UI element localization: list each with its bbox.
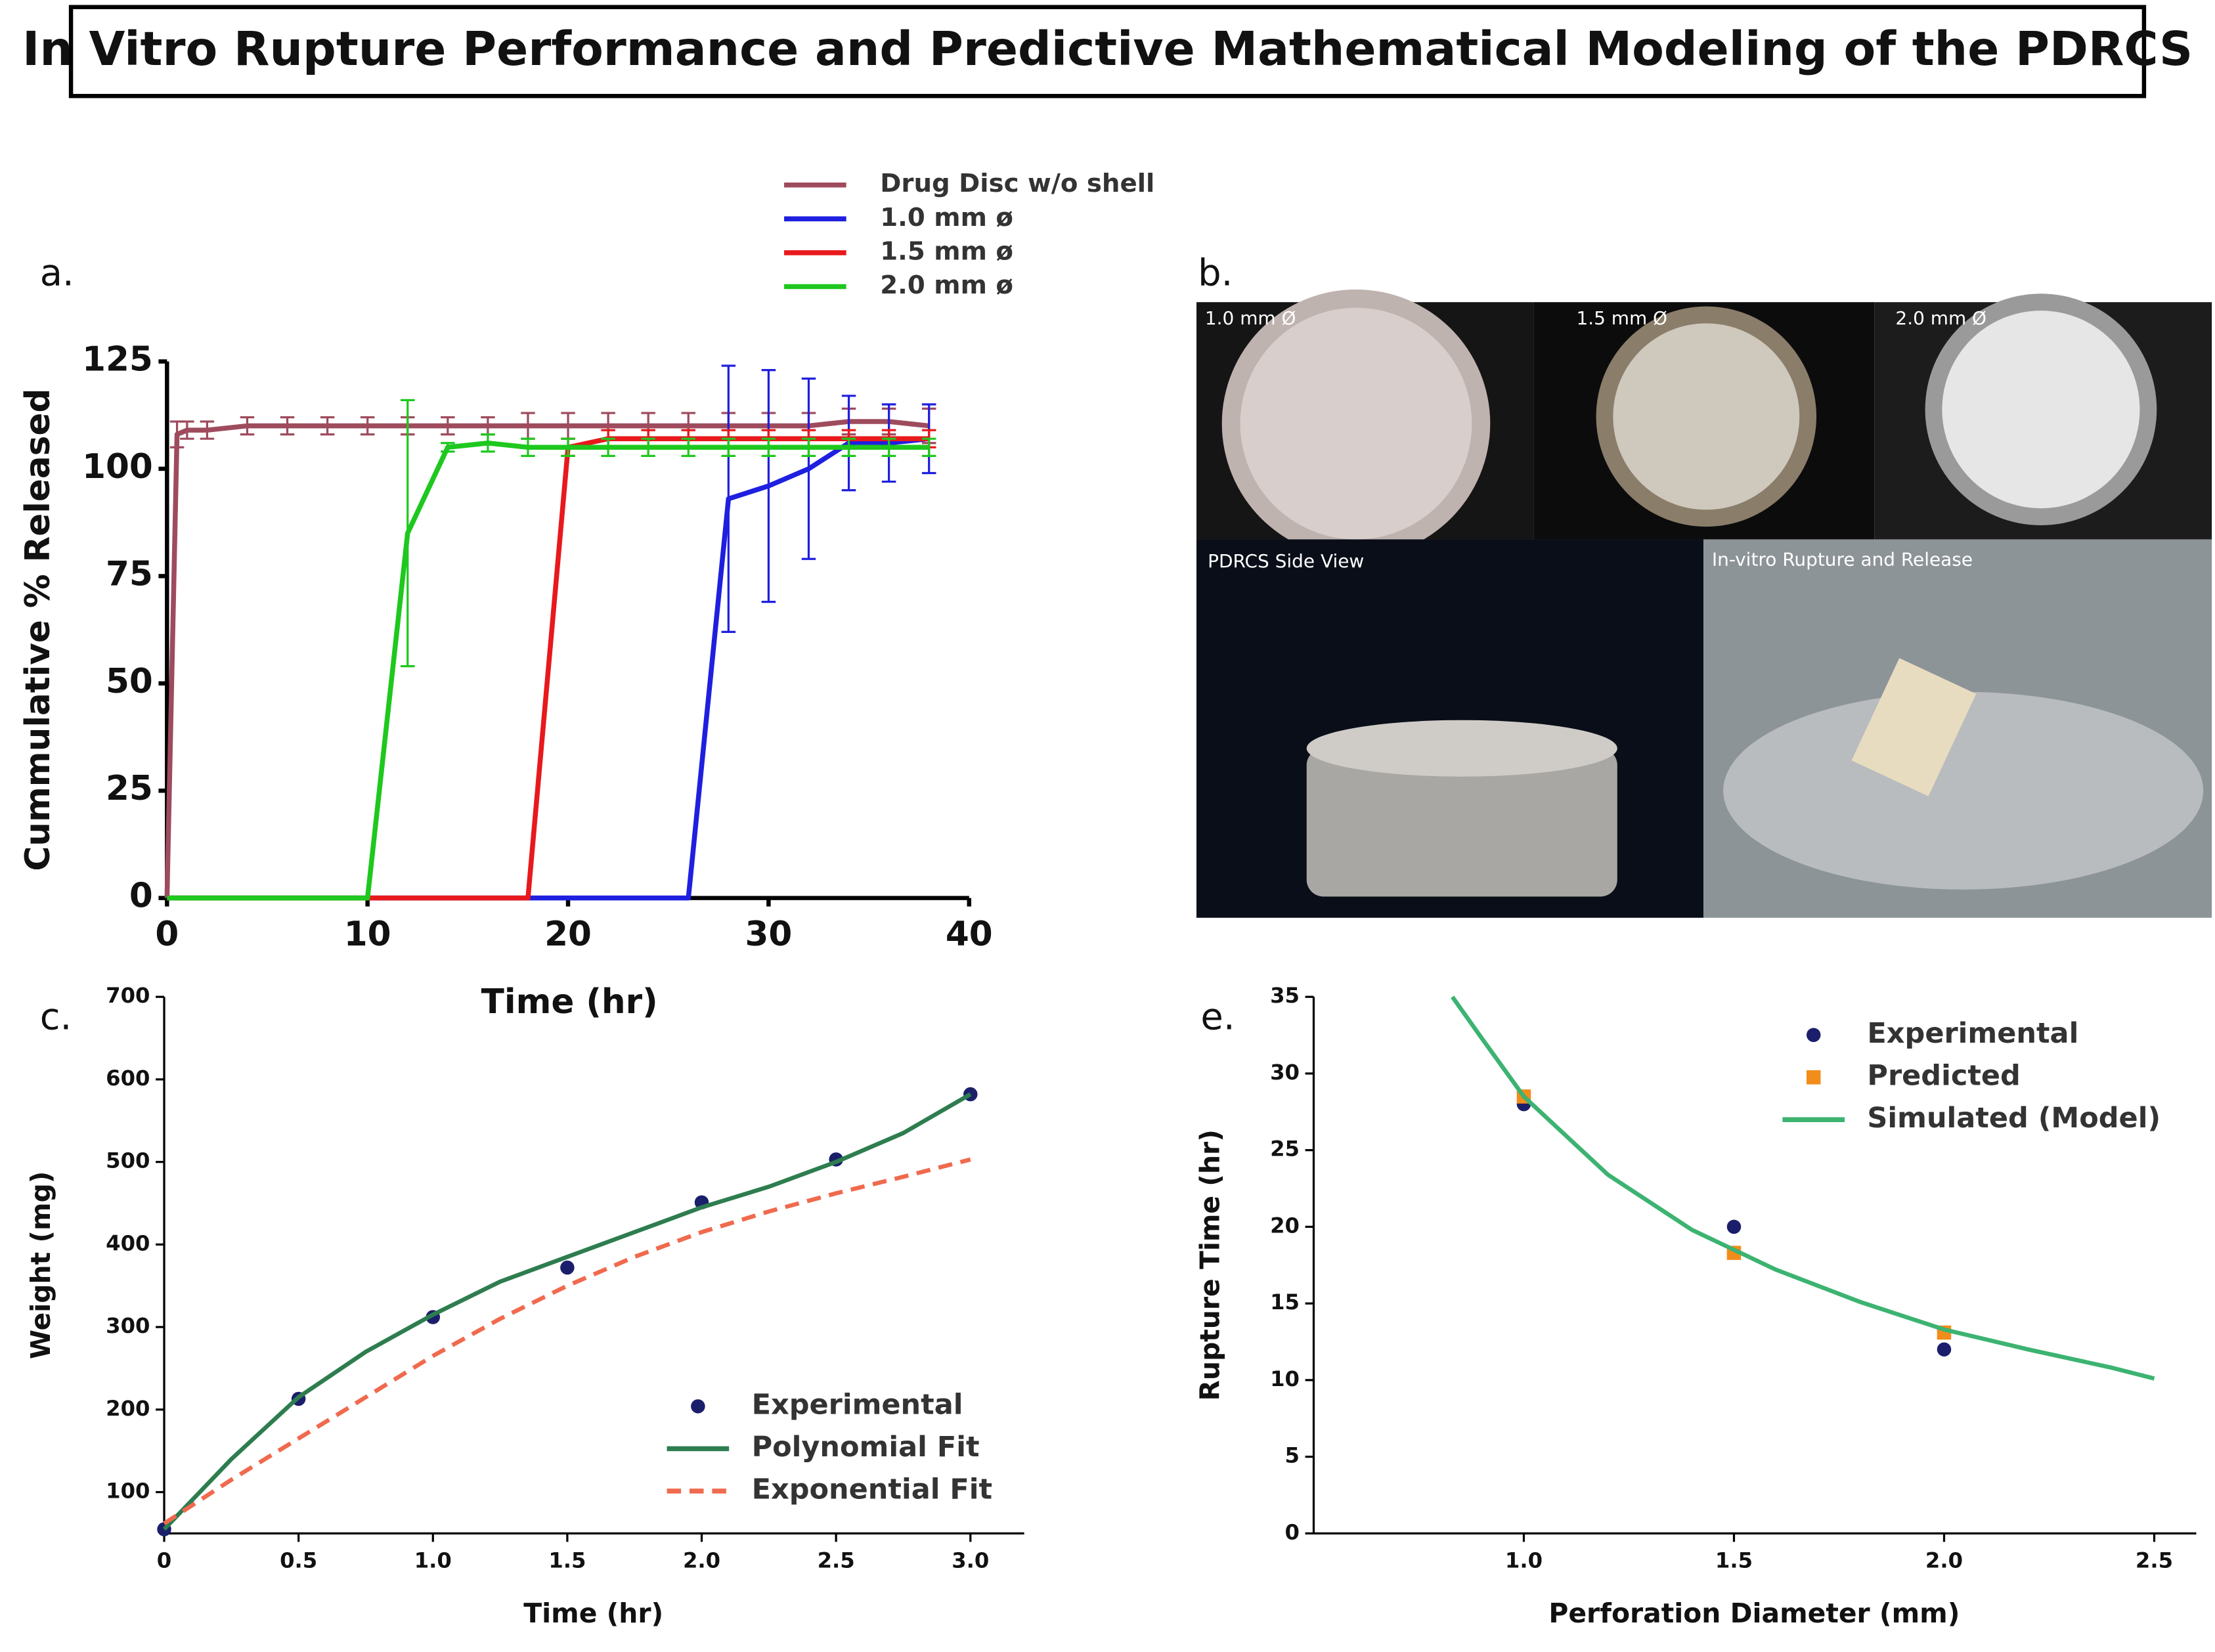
y-tick-label: 500 [106,1148,150,1173]
x-tick-label: 1.0 [1505,1548,1543,1573]
legend-label: Drug Disc w/o shell [880,169,1154,198]
y-axis-label: Weight (mg) [25,1171,56,1359]
y-tick-label: 5 [1285,1443,1300,1468]
photo-dish [1240,307,1472,540]
y-tick-label: 0 [129,877,153,916]
x-tick-label: 1.5 [548,1548,586,1573]
x-tick-label: 30 [745,915,792,954]
legend-label: Experimental [752,1388,963,1421]
photo-object [1723,691,2204,890]
panel-label: c. [40,996,72,1039]
x-tick-label: 3.0 [952,1548,989,1573]
y-tick-label: 125 [82,340,153,380]
y-tick-label: 15 [1270,1290,1300,1315]
legend-label: 1.5 mm ø [880,236,1013,266]
marker [1726,1219,1742,1234]
y-tick-label: 25 [1270,1137,1300,1162]
legend-label: Experimental [1867,1017,2078,1050]
x-tick-label: 40 [946,915,993,954]
y-tick-label: 100 [106,1479,150,1504]
marker [1937,1342,1952,1357]
legend-label: Simulated (Model) [1867,1102,2160,1135]
x-tick-label: 2.0 [1925,1548,1963,1573]
photo-panel: b. 1.0 mm Ø 1.5 mm Ø 2.0 mm Ø PDRCS Side… [1196,251,2212,918]
legend-label: 2.0 mm ø [880,271,1013,300]
legend-label: Polynomial Fit [752,1431,980,1464]
x-axis-label: Perforation Diameter (mm) [1548,1598,1960,1629]
panel-label: b. [1198,251,1233,294]
y-tick-label: 10 [1270,1366,1300,1391]
photo-dish [1613,323,1800,510]
photo-object [1851,658,1977,796]
y-tick-label: 20 [1270,1213,1300,1238]
x-tick-label: 20 [544,915,592,954]
x-axis-label: Time (hr) [481,982,658,1022]
x-tick-label: 0 [157,1548,171,1573]
y-axis-label: Rupture Time (hr) [1195,1129,1226,1401]
panel-label: e. [1200,996,1235,1039]
series-line [1451,995,2155,1381]
photo-dish [1942,311,2140,509]
x-tick-label: 1.0 [414,1548,452,1573]
photo-caption: In-vitro Rupture and Release [1712,549,1973,571]
y-tick-label: 700 [106,983,150,1008]
y-tick-label: 0 [1285,1519,1300,1544]
x-tick-label: 2.5 [2136,1548,2173,1573]
photo-caption: 2.0 mm Ø [1895,307,1986,329]
y-tick-label: 25 [106,769,153,808]
series-line [162,1092,972,1531]
x-tick-label: 10 [344,915,391,954]
photo-caption: 1.0 mm Ø [1205,307,1296,329]
x-tick-label: 1.5 [1715,1548,1753,1573]
panel-label: a. [40,251,74,294]
x-tick-label: 2.0 [683,1548,720,1573]
x-axis-label: Time (hr) [523,1598,663,1629]
legend-label: 1.0 mm ø [880,203,1013,232]
y-tick-label: 30 [1270,1060,1300,1085]
legend-label: Exponential Fit [752,1473,993,1506]
photo-object [1306,720,1617,777]
x-tick-label: 0.5 [280,1548,317,1573]
photo-caption: PDRCS Side View [1208,550,1364,572]
title-box [68,5,2147,98]
y-tick-label: 75 [106,554,153,594]
marker [560,1260,575,1275]
series-line [164,419,930,898]
x-tick-label: 0 [155,915,179,954]
figure-title: In Vitro Rupture Performance and Predict… [22,22,2193,76]
x-tick-label: 2.5 [818,1548,855,1573]
y-tick-label: 300 [106,1313,150,1338]
y-tick-label: 100 [82,447,153,487]
legend-marker [691,1399,705,1414]
photo-caption: 1.5 mm Ø [1576,307,1667,329]
y-tick-label: 200 [106,1396,150,1421]
legend-marker [1806,1028,1821,1043]
error-bar [921,437,936,457]
series-line [163,1157,971,1525]
y-tick-label: 600 [106,1066,150,1091]
y-tick-label: 35 [1270,983,1300,1008]
y-axis-label: Cummulative % Released [18,389,58,871]
series-line [167,440,929,901]
y-tick-label: 400 [106,1230,150,1255]
legend-label: Predicted [1867,1059,2020,1092]
series-line [167,436,929,901]
photo-object [1306,748,1617,897]
legend-marker [1806,1070,1821,1085]
y-tick-label: 50 [106,662,153,701]
